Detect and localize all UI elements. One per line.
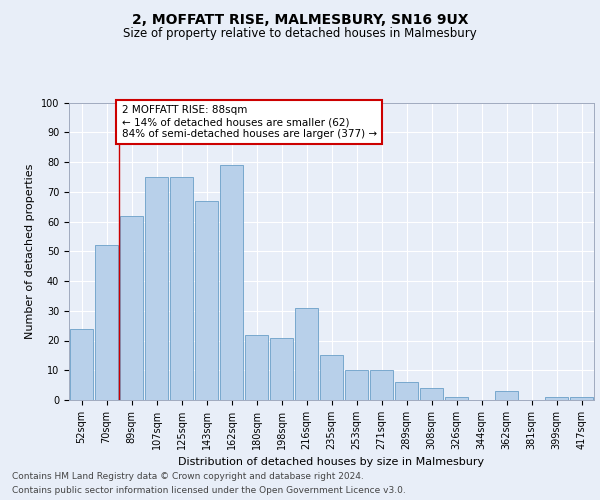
Bar — [220, 165, 243, 400]
Bar — [445, 397, 468, 400]
Bar — [145, 177, 168, 400]
Bar — [270, 338, 293, 400]
Text: 2 MOFFATT RISE: 88sqm
← 14% of detached houses are smaller (62)
84% of semi-deta: 2 MOFFATT RISE: 88sqm ← 14% of detached … — [121, 106, 377, 138]
Bar — [120, 216, 143, 400]
Bar — [195, 200, 218, 400]
Bar — [70, 328, 93, 400]
X-axis label: Distribution of detached houses by size in Malmesbury: Distribution of detached houses by size … — [178, 458, 485, 468]
Bar — [370, 370, 393, 400]
Bar — [420, 388, 443, 400]
Bar — [545, 397, 568, 400]
Bar — [170, 177, 193, 400]
Y-axis label: Number of detached properties: Number of detached properties — [25, 164, 35, 339]
Bar — [395, 382, 418, 400]
Bar — [495, 391, 518, 400]
Text: Size of property relative to detached houses in Malmesbury: Size of property relative to detached ho… — [123, 28, 477, 40]
Bar — [570, 397, 593, 400]
Bar — [95, 246, 118, 400]
Text: 2, MOFFATT RISE, MALMESBURY, SN16 9UX: 2, MOFFATT RISE, MALMESBURY, SN16 9UX — [132, 12, 468, 26]
Bar — [245, 334, 268, 400]
Text: Contains public sector information licensed under the Open Government Licence v3: Contains public sector information licen… — [12, 486, 406, 495]
Text: Contains HM Land Registry data © Crown copyright and database right 2024.: Contains HM Land Registry data © Crown c… — [12, 472, 364, 481]
Bar — [320, 356, 343, 400]
Bar — [295, 308, 318, 400]
Bar — [345, 370, 368, 400]
